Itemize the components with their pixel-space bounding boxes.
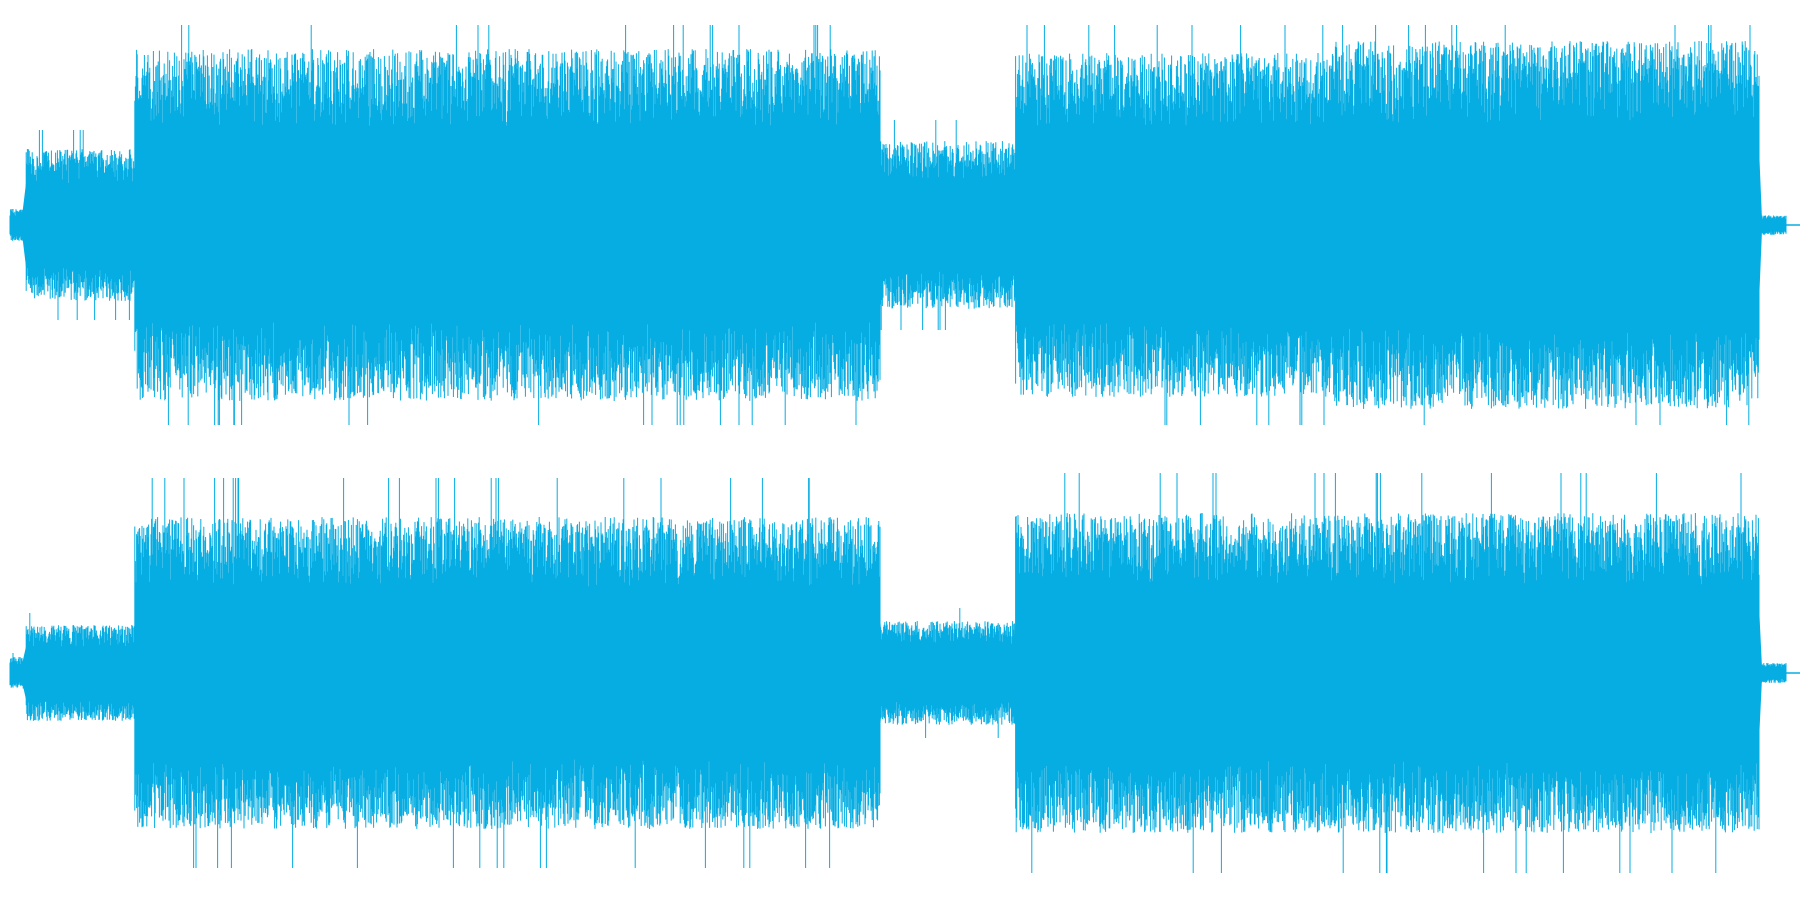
waveform-body [10, 123, 1786, 327]
waveform-body [10, 585, 1786, 761]
channel-right-waveform [9, 473, 1800, 873]
channel-left-waveform [9, 25, 1800, 425]
